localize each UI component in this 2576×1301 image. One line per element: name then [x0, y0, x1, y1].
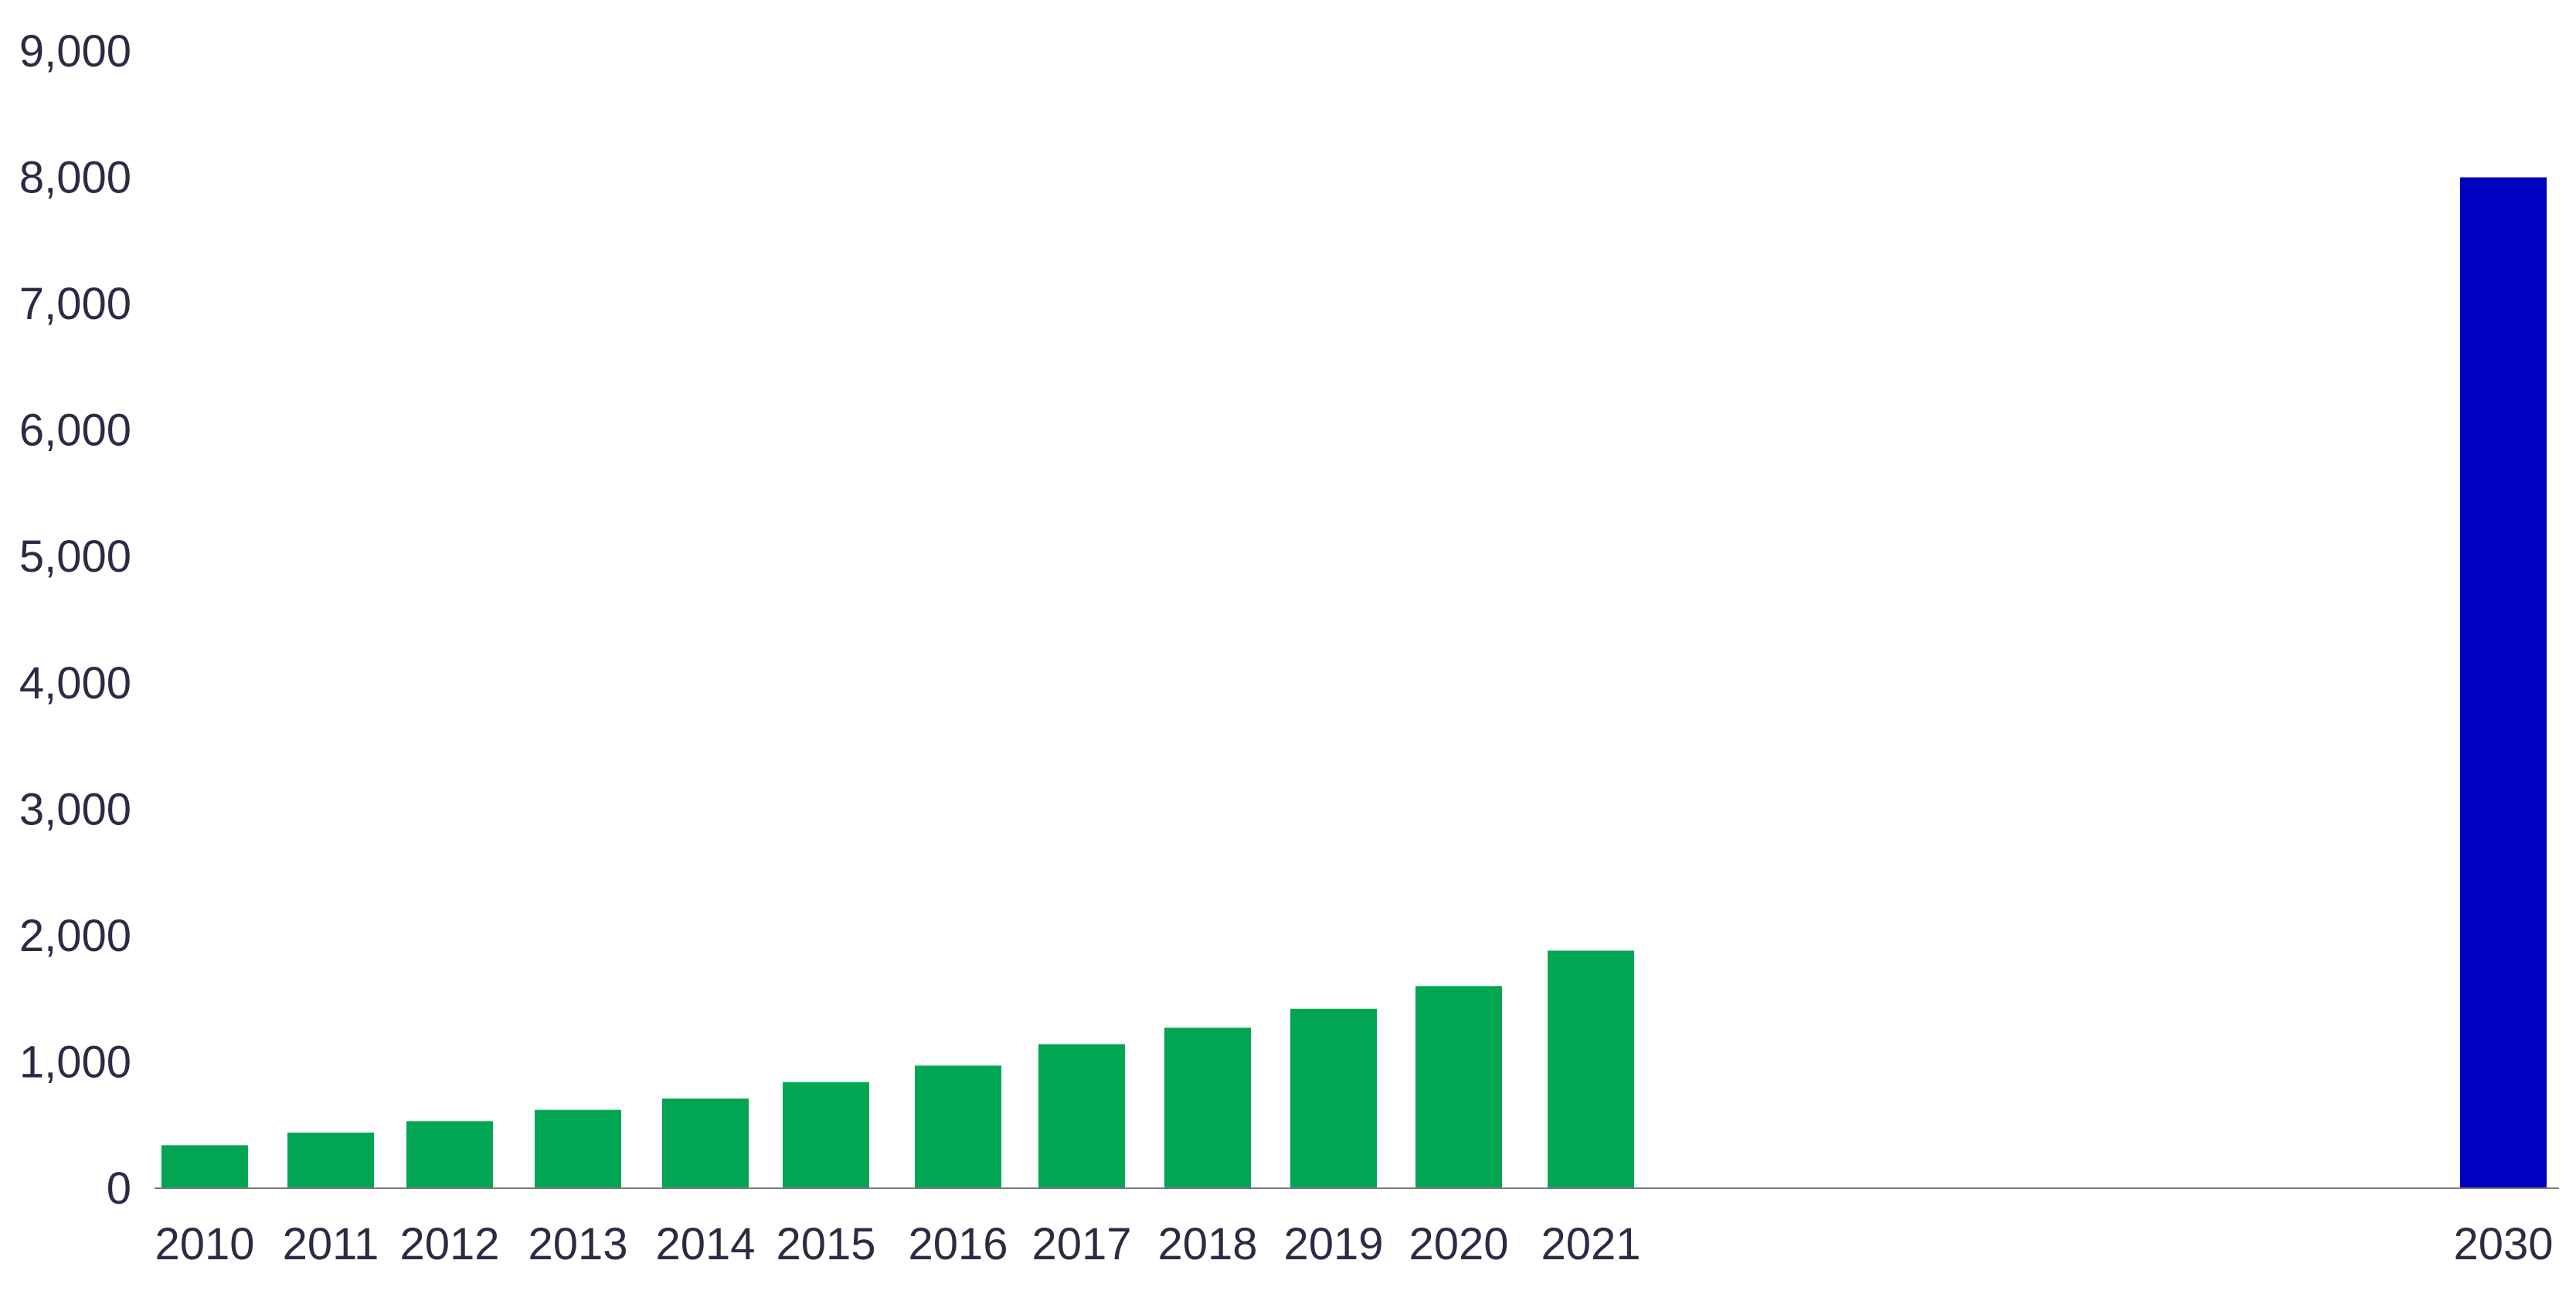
y-tick-label: 0: [107, 1163, 131, 1214]
x-tick-label: 2021: [1541, 1219, 1640, 1269]
bar-2011: [287, 1133, 374, 1188]
x-tick-label: 2014: [655, 1219, 755, 1269]
bar-2010: [161, 1145, 248, 1188]
bar-2015: [783, 1082, 869, 1188]
x-tick-label: 2012: [399, 1219, 499, 1269]
bar-2020: [1415, 986, 1502, 1188]
bar-2012: [406, 1121, 493, 1188]
x-tick-label: 2030: [2453, 1219, 2553, 1269]
y-tick-label: 2,000: [19, 911, 131, 961]
y-tick-label: 1,000: [19, 1037, 131, 1087]
x-tick-label: 2020: [1409, 1219, 1508, 1269]
x-tick-label: 2015: [776, 1219, 875, 1269]
bar-2021: [1548, 950, 1634, 1188]
y-tick-label: 7,000: [19, 279, 131, 329]
bar-2018: [1164, 1028, 1251, 1188]
x-tick-label: 2010: [155, 1219, 254, 1269]
bar-2019: [1290, 1008, 1377, 1188]
bar-2030: [2460, 177, 2547, 1189]
x-tick-label: 2016: [908, 1219, 1008, 1269]
y-tick-label: 9,000: [19, 26, 131, 76]
x-tick-label: 2018: [1157, 1219, 1257, 1269]
x-axis-ticks: 2010 2011 2012 2013 2014 2015 2016 2017 2018 2019…: [155, 1219, 2553, 1269]
x-tick-label: 2019: [1283, 1219, 1383, 1269]
bar-2013: [535, 1109, 621, 1188]
bar-2014: [662, 1098, 749, 1188]
bars: [161, 177, 2547, 1189]
y-tick-label: 5,000: [19, 532, 131, 582]
x-tick-label: 2013: [528, 1219, 627, 1269]
y-tick-label: 8,000: [19, 153, 131, 203]
bar-2017: [1038, 1044, 1125, 1188]
y-tick-label: 4,000: [19, 658, 131, 708]
y-axis-ticks: 0 1,000 2,000 3,000 4,000 5,000 6,000 7,000 8,00…: [19, 26, 131, 1214]
y-tick-label: 6,000: [19, 406, 131, 456]
x-tick-label: 2011: [283, 1219, 379, 1269]
y-tick-label: 3,000: [19, 784, 131, 834]
bar-2016: [915, 1065, 1001, 1188]
x-tick-label: 2017: [1031, 1219, 1131, 1269]
